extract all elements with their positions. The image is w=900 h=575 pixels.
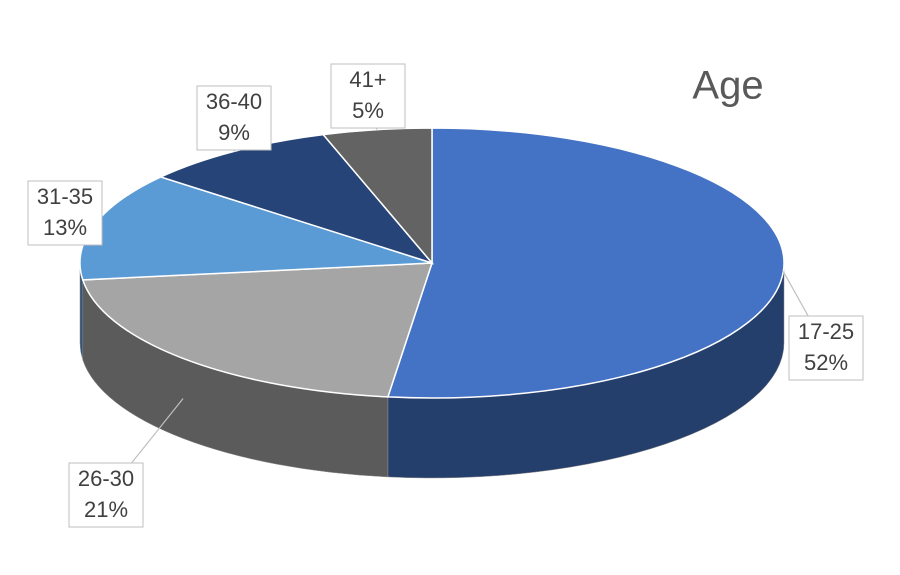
data-label-value: 52% [804,350,848,375]
data-label-category: 26-30 [78,466,134,491]
data-label-category: 17-25 [798,319,854,344]
data-label-value: 5% [352,98,384,123]
data-label-category: 41+ [349,67,386,92]
label-box [68,462,144,528]
label-box [330,63,406,129]
data-label-value: 9% [218,120,250,145]
label-box [27,180,103,246]
pie-slice [158,133,435,265]
label-box [196,85,272,151]
pie-slice [81,262,434,398]
chart-title: Age [692,64,763,108]
data-label-value: 13% [43,215,87,240]
data-label-category: 31-35 [37,184,93,209]
data-label-category: 36-40 [206,89,262,114]
label-box [788,315,864,381]
data-label-value: 21% [84,497,128,522]
